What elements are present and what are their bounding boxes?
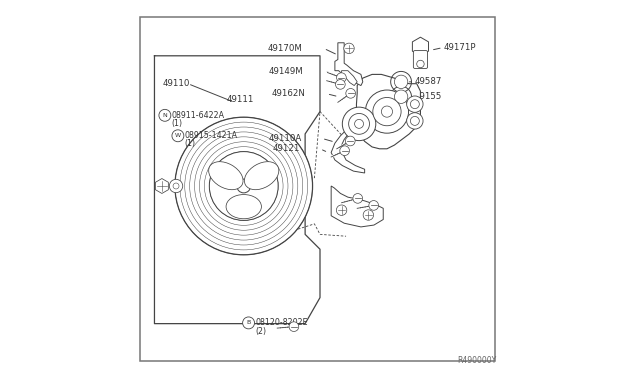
Circle shape [344,43,354,54]
Circle shape [369,201,378,210]
Text: 49155: 49155 [415,92,442,101]
Text: B: B [246,320,251,326]
Circle shape [353,193,363,203]
Text: 08915-1421A: 08915-1421A [184,131,237,140]
Text: (1): (1) [172,119,182,128]
Text: 49121: 49121 [272,144,300,153]
Text: (2): (2) [255,327,266,336]
Polygon shape [331,186,383,227]
Text: 49149M: 49149M [269,67,303,76]
Circle shape [406,96,423,112]
Circle shape [410,100,419,109]
Text: W: W [175,133,181,138]
Circle shape [417,60,424,68]
Circle shape [406,113,423,129]
Text: 49171P: 49171P [444,43,476,52]
Circle shape [373,97,401,126]
Polygon shape [356,74,420,149]
Text: R490000Y: R490000Y [458,356,497,365]
Text: 49587: 49587 [415,77,442,86]
Text: 49170M: 49170M [268,44,303,53]
Circle shape [355,119,364,128]
Circle shape [209,152,278,220]
Circle shape [340,146,349,155]
Text: 49110: 49110 [163,79,190,88]
Text: 08911-6422A: 08911-6422A [172,111,225,120]
Text: 49111: 49111 [227,95,253,104]
Circle shape [346,89,355,98]
Circle shape [342,107,376,141]
Circle shape [170,179,183,193]
Polygon shape [412,37,429,56]
Circle shape [173,183,179,189]
FancyBboxPatch shape [413,51,428,68]
Circle shape [410,116,419,125]
Circle shape [365,90,408,133]
Text: (1): (1) [184,140,196,148]
Polygon shape [341,71,357,86]
Circle shape [394,75,408,89]
Text: 49162N: 49162N [272,89,306,98]
Circle shape [346,136,355,146]
Circle shape [335,80,345,89]
Polygon shape [156,179,168,193]
Circle shape [289,322,299,331]
Text: 08120-8202E: 08120-8202E [255,318,308,327]
Text: N: N [163,113,167,118]
Polygon shape [335,43,363,86]
Circle shape [337,205,347,215]
Circle shape [337,73,346,83]
Ellipse shape [226,195,261,219]
Text: 49110A: 49110A [268,134,301,143]
Ellipse shape [244,162,279,190]
Circle shape [237,179,251,193]
Circle shape [243,317,255,329]
Circle shape [175,117,312,255]
Circle shape [159,109,171,121]
Circle shape [363,210,374,220]
Circle shape [349,113,369,134]
Circle shape [381,106,392,117]
Circle shape [394,90,408,103]
Ellipse shape [209,162,243,190]
Polygon shape [331,123,365,173]
Circle shape [172,130,184,142]
